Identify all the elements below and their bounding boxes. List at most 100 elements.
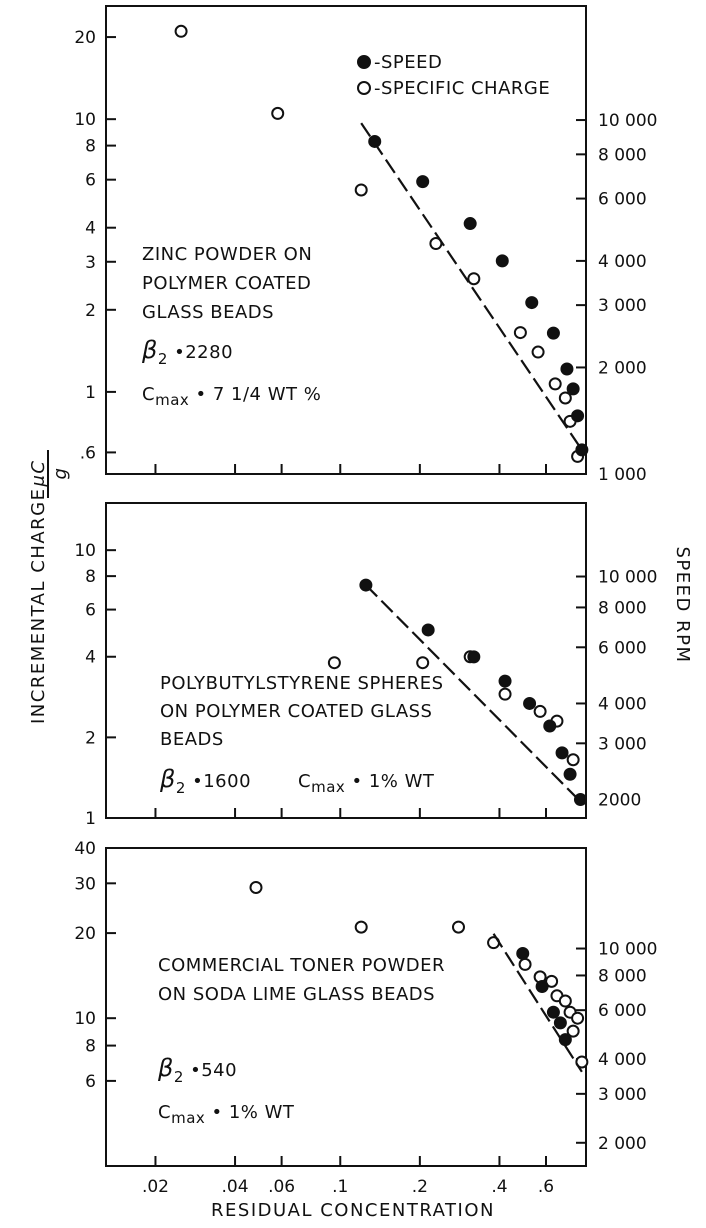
specific-charge-point — [566, 1024, 580, 1038]
panel-label-line: POLYBUTYLSTYRENE SPHERES — [160, 673, 444, 694]
speed-point — [523, 696, 537, 710]
speed-point — [575, 443, 589, 457]
panel-label-line: ZINC POWDER ON — [142, 244, 312, 265]
panel-label-line: POLYMER COATED — [142, 273, 311, 294]
y-right-tick-label: 10 000 — [598, 111, 657, 131]
x-tick-label: .2 — [412, 1177, 428, 1197]
specific-charge-point — [271, 106, 285, 120]
chart-panels: 20 10 8 6 4 3 2 1 .6 10 000 8 000 6 000 4 000 3 000 2 … — [74, 5, 657, 1197]
x-tick-label: .6 — [538, 1177, 554, 1197]
specific-charge-point — [571, 1011, 585, 1025]
y-right-tick-label: 4 000 — [598, 1050, 647, 1070]
speed-point — [416, 175, 430, 189]
panel-top: 20 10 8 6 4 3 2 1 .6 10 000 8 000 6 000 4 000 3 000 2 … — [74, 5, 657, 485]
panel-bottom: 40 30 20 10 8 6 10 000 8 000 6 000 4 000 3 000 2 00… — [74, 839, 657, 1197]
speed-point — [560, 362, 574, 376]
speed-point — [495, 254, 509, 268]
specific-charge-point — [566, 753, 580, 767]
specific-charge-point — [575, 1055, 589, 1069]
speed-point — [571, 409, 585, 423]
panel-label-line: ON SODA LIME GLASS BEADS — [158, 984, 435, 1005]
y-right-tick-label: 6 000 — [598, 190, 647, 210]
y-left-title: INCREMENTAL CHARGE μC g — [28, 450, 71, 724]
y-left-tick-label: 1 — [85, 383, 96, 403]
y-left-tick-label: 8 — [85, 567, 96, 587]
speed-point — [421, 623, 435, 637]
y-right-tick-label: 8 000 — [598, 145, 647, 165]
y-right-tick-label: 1 000 — [598, 465, 647, 485]
y-left-tick-label: 30 — [74, 874, 96, 894]
speed-point — [498, 674, 512, 688]
y-left-tick-label: 6 — [85, 601, 96, 621]
y-right-tick-label: 6 000 — [598, 638, 647, 658]
beta-label: β2 •540 — [157, 1054, 237, 1086]
specific-charge-point — [451, 920, 465, 934]
speed-point — [566, 382, 580, 396]
speed-point — [535, 980, 549, 994]
speed-point — [573, 792, 587, 806]
y-left-unit-numerator: μC — [28, 459, 49, 487]
specific-charge-point — [513, 326, 527, 340]
y-right-tick-label: 10 000 — [598, 940, 657, 960]
y-right-tick-label: 10 000 — [598, 568, 657, 588]
panel-label-line: GLASS BEADS — [142, 302, 274, 323]
legend-charge-marker — [357, 81, 371, 95]
y-right-tick-label: 2000 — [598, 790, 641, 810]
y-left-axis-title: INCREMENTAL CHARGE — [28, 488, 49, 725]
y-left-tick-label: 20 — [74, 924, 96, 944]
specific-charge-point — [354, 920, 368, 934]
cmax-label: Cmax • 1% WT — [158, 1102, 295, 1127]
specific-charge-point — [533, 704, 547, 718]
panel-label-line: COMMERCIAL TONER POWDER — [158, 955, 445, 976]
y-left-tick-label: 10 — [74, 110, 96, 130]
specific-charge-point — [558, 994, 572, 1008]
x-tick-label: .04 — [222, 1177, 249, 1197]
y-right-tick-label: 2 000 — [598, 358, 647, 378]
x-tick-label: .06 — [268, 1177, 295, 1197]
x-tick-label: .1 — [332, 1177, 348, 1197]
y-right-tick-label: 3 000 — [598, 734, 647, 754]
speed-point — [553, 1016, 567, 1030]
y-left-tick-label: 6 — [85, 171, 96, 191]
y-left-tick-label: .6 — [80, 443, 96, 463]
speed-point — [525, 296, 539, 310]
speed-point — [563, 767, 577, 781]
y-right-axis-title: SPEED RPM — [672, 547, 693, 664]
plot-frame — [105, 847, 587, 1167]
y-left-unit-denominator: g — [50, 467, 71, 480]
y-right-tick-label: 8 000 — [598, 966, 647, 986]
y-right-tick-label: 3 000 — [598, 296, 647, 316]
beta-label: β2 •1600 — [159, 765, 251, 797]
plot-frame — [105, 502, 587, 819]
specific-charge-point — [467, 272, 481, 286]
y-left-tick-label: 10 — [74, 1009, 96, 1029]
y-right-tick-label: 4 000 — [598, 252, 647, 272]
legend-speed-label: -SPEED — [374, 52, 442, 73]
specific-charge-point — [174, 24, 188, 38]
speed-point — [463, 217, 477, 231]
panel-label-line: BEADS — [160, 729, 224, 750]
plot-frame — [105, 5, 587, 475]
y-left-tick-label: 6 — [85, 1072, 96, 1092]
legend-speed-marker — [357, 55, 371, 69]
y-left-tick-label: 2 — [85, 301, 96, 321]
specific-charge-point — [548, 377, 562, 391]
legend: -SPEED -SPECIFIC CHARGE — [357, 52, 550, 99]
y-left-tick-label: 8 — [85, 1037, 96, 1057]
panel-label-line: ON POLYMER COATED GLASS — [160, 701, 432, 722]
y-left-tick-label: 4 — [85, 648, 96, 668]
panel-middle: 10 8 6 4 2 1 10 000 8 000 6 000 4 000 3 000 2000 POL… — [74, 502, 657, 829]
specific-charge-point — [416, 656, 430, 670]
speed-point — [359, 578, 373, 592]
y-right-tick-label: 4 000 — [598, 694, 647, 714]
speed-fit-line — [360, 122, 583, 451]
specific-charge-point — [558, 391, 572, 405]
speed-point — [467, 650, 481, 664]
specific-charge-point — [545, 974, 559, 988]
speed-point — [546, 1005, 560, 1019]
legend-charge-label: -SPECIFIC CHARGE — [374, 78, 550, 99]
specific-charge-point — [531, 345, 545, 359]
x-axis-title: RESIDUAL CONCENTRATION — [211, 1200, 495, 1221]
speed-fit-line — [492, 933, 583, 1073]
